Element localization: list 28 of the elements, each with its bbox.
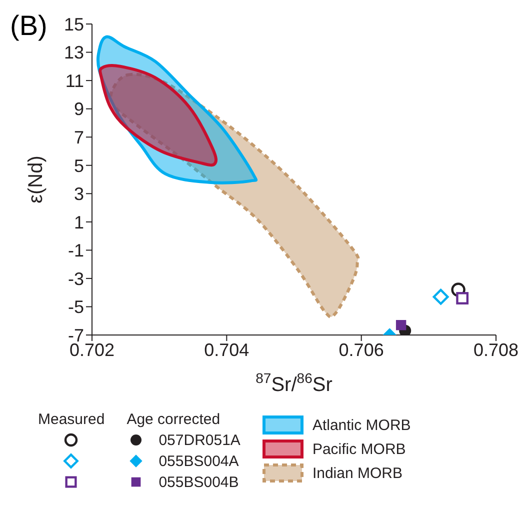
y-tick-label: -1: [68, 240, 84, 261]
x-tick-label: 0.706: [338, 340, 384, 360]
legend-label: Pacific MORB: [312, 440, 406, 458]
y-tick-label: 7: [74, 127, 84, 148]
legend-label: 057DR051A: [158, 432, 240, 448]
y-tick-label: 5: [74, 156, 84, 176]
x-tick-label: 0.704: [204, 340, 250, 360]
x-axis-title: $^{87}$Sr/$^{86}$Sr: [256, 370, 333, 396]
y-axis-title: ε(Nd): [25, 156, 47, 204]
point: [396, 320, 406, 330]
legend-label: Atlantic MORB: [312, 416, 411, 434]
legend-label: 055BS004A: [158, 452, 239, 470]
y-tick-label: 3: [74, 184, 84, 204]
y-tick-label: 11: [65, 70, 84, 91]
y-tick-label: 13: [64, 42, 84, 63]
chart-title: (B): [10, 10, 48, 42]
legend-label: 055BS004B: [158, 474, 239, 490]
y-tick-label: -5: [68, 297, 84, 318]
point: [432, 288, 449, 305]
y-tick-label: -3: [68, 268, 84, 289]
y-tick-label: 9: [74, 99, 84, 120]
y-tick-label: 15: [64, 14, 84, 34]
y-tick-label: 1: [74, 212, 84, 232]
legend-label: Indian MORB: [312, 464, 402, 482]
point: [456, 292, 469, 304]
text: Measured: [38, 411, 105, 428]
x-tick-label: 0.708: [473, 340, 519, 360]
text: Age corrected: [126, 411, 222, 428]
